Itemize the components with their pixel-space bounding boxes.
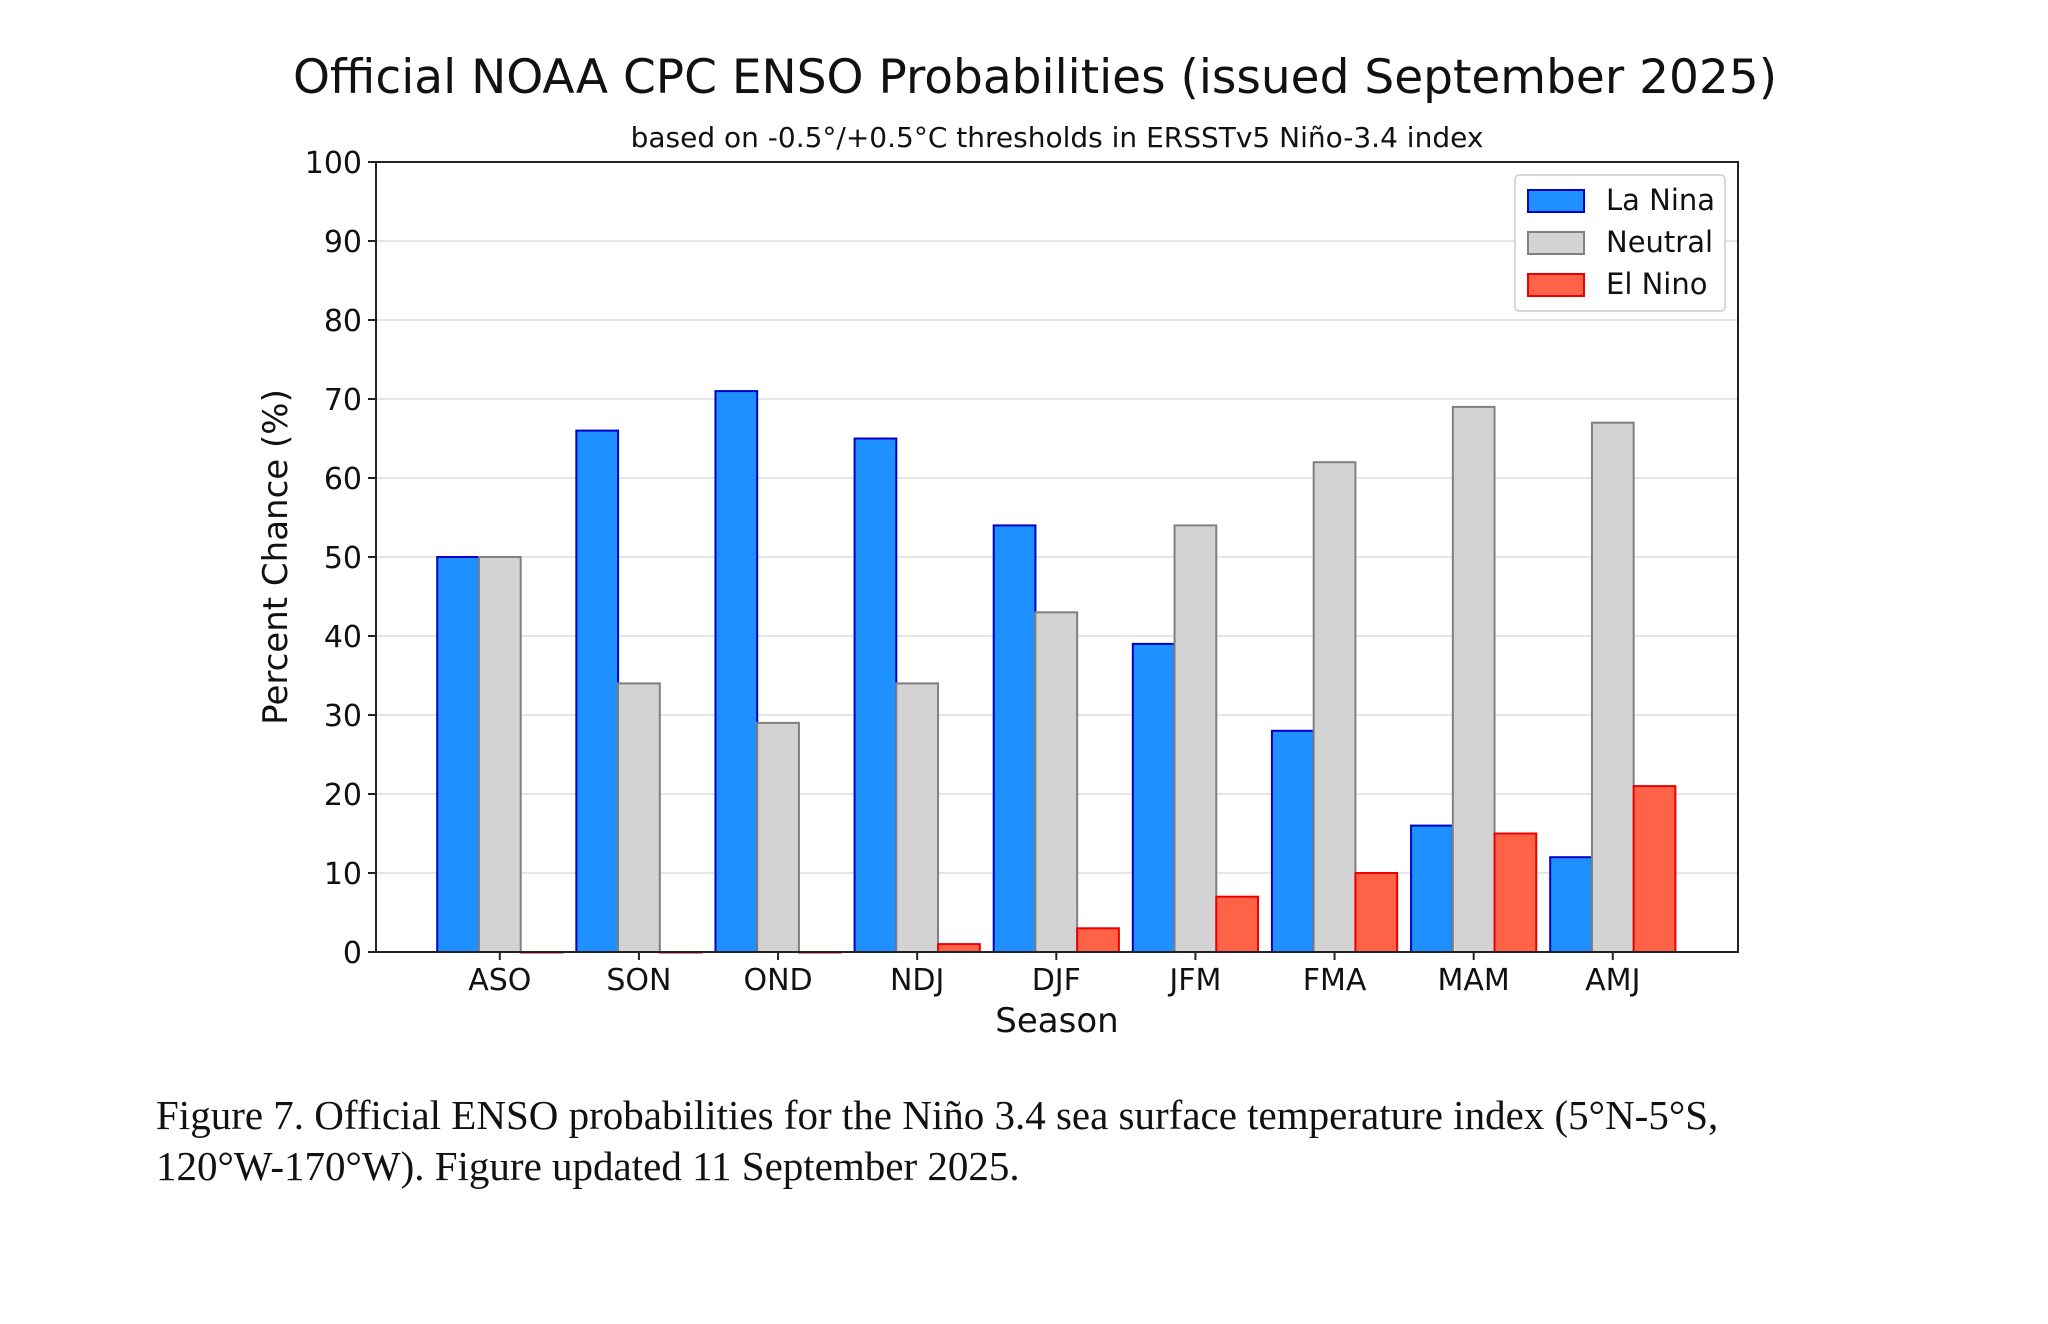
legend-label: Neutral (1606, 225, 1713, 259)
bar-neutral-ond (756, 721, 800, 954)
y-tick-label: 90 (324, 225, 362, 260)
x-tick-label: ASO (468, 963, 531, 998)
bar-la-nina-ndj (853, 437, 898, 953)
figure-caption: Figure 7. Official ENSO probabilities fo… (156, 1090, 1956, 1192)
bar-neutral-jfm (1173, 524, 1218, 954)
legend-label: El Nino (1606, 267, 1707, 301)
bar-neutral-djf (1034, 611, 1079, 953)
bar-neutral-amj (1590, 421, 1635, 953)
legend-swatch-la-nina (1527, 189, 1585, 213)
y-axis-ticks: 0 10 20 30 40 50 60 70 80 90 100 (305, 146, 376, 971)
bar-la-nina-son (575, 429, 620, 954)
bar-la-nina-amj (1549, 856, 1593, 954)
y-axis-label: Percent Chance (%) (256, 389, 296, 725)
y-tick-label: 50 (324, 541, 362, 576)
bar-la-nina-djf (992, 524, 1037, 954)
x-axis-label: Season (995, 1001, 1118, 1041)
legend-swatch-neutral (1527, 231, 1585, 255)
bar-la-nina-fma (1270, 729, 1315, 953)
chart-subtitle: based on -0.5°/+0.5°C thresholds in ERSS… (631, 121, 1484, 154)
bar-el-nino-djf (1076, 927, 1120, 953)
bar-el-nino-ndj (937, 943, 981, 953)
bar-el-nino-amj (1632, 785, 1677, 953)
bar-neutral-fma (1312, 461, 1357, 953)
y-tick-label: 60 (324, 462, 362, 497)
bar-neutral-ndj (895, 682, 940, 954)
bar-la-nina-ond (714, 390, 759, 954)
bar-la-nina-mam (1410, 824, 1454, 953)
bar-neutral-mam (1451, 405, 1496, 953)
bar-la-nina-aso (436, 556, 480, 953)
x-axis-ticks: ASO SON OND NDJ DJF JFM FMA MAM AMJ (468, 952, 1640, 998)
bar-neutral-aso (477, 556, 522, 953)
legend-label: La Nina (1606, 183, 1715, 217)
y-tick-label: 0 (343, 936, 362, 971)
y-tick-label: 20 (324, 778, 362, 813)
y-tick-label: 70 (324, 383, 362, 418)
bar-el-nino-fma (1354, 872, 1399, 953)
y-tick-label: 80 (324, 304, 362, 339)
x-tick-label: DJF (1032, 963, 1081, 998)
bar-el-nino-jfm (1215, 895, 1260, 954)
bar-neutral-son (617, 682, 661, 954)
y-tick-label: 30 (324, 699, 362, 734)
x-tick-label: AMJ (1585, 963, 1640, 998)
x-tick-label: SON (606, 963, 671, 998)
legend-swatch-el-nino (1527, 273, 1585, 297)
caption-line-1: Figure 7. Official ENSO probabilities fo… (156, 1092, 1719, 1138)
y-tick-label: 10 (324, 857, 362, 892)
caption-line-2: 120°W-170°W). Figure updated 11 Septembe… (156, 1143, 1020, 1189)
x-tick-label: JFM (1167, 963, 1221, 998)
y-tick-label: 40 (324, 620, 362, 655)
bars (436, 390, 1677, 954)
x-tick-label: NDJ (890, 963, 944, 998)
x-tick-label: MAM (1438, 963, 1510, 998)
y-tick-label: 100 (305, 146, 362, 181)
bar-el-nino-mam (1493, 832, 1538, 953)
legend: La Nina Neutral El Nino (1514, 174, 1726, 312)
x-tick-label: FMA (1303, 963, 1367, 998)
chart-title: Official NOAA CPC ENSO Probabilities (is… (293, 50, 1777, 105)
x-tick-label: OND (743, 963, 812, 998)
bar-la-nina-jfm (1131, 642, 1176, 954)
